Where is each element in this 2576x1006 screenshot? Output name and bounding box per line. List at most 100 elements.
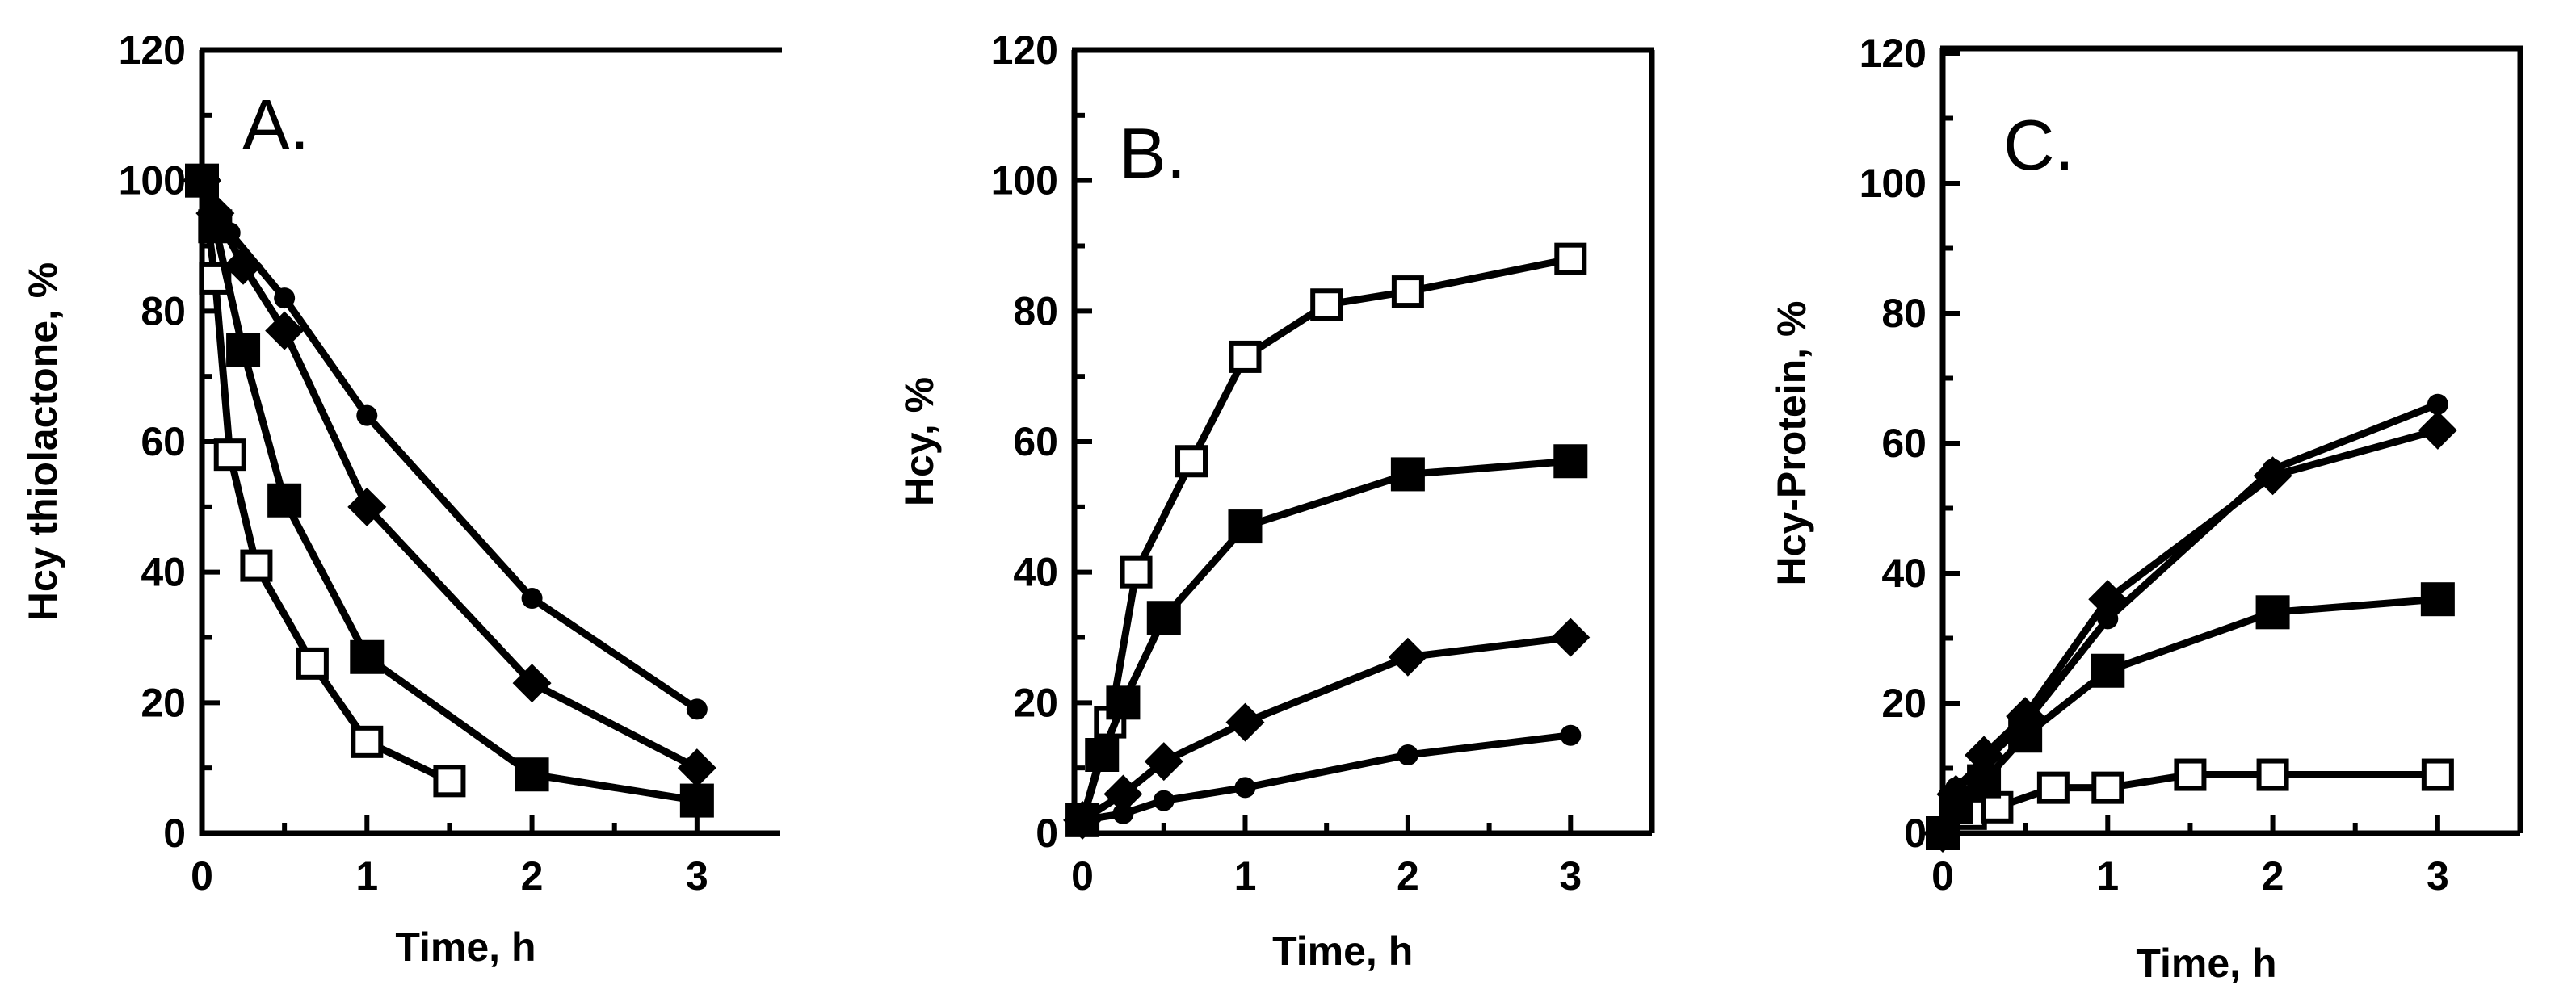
y-tick-label: 60 bbox=[1881, 421, 1927, 466]
panel-a: 0 20 40 60 80 100 120 0 1 2 3 Time, h Hcy thiolacton… bbox=[20, 27, 782, 970]
y-tick-label: 20 bbox=[141, 680, 186, 725]
y-tick-label: 120 bbox=[991, 27, 1058, 73]
x-tick-label: 2 bbox=[2262, 853, 2284, 899]
data-point bbox=[2255, 595, 2290, 630]
data-point bbox=[2421, 758, 2454, 791]
data-point bbox=[1103, 774, 1143, 814]
series-filled-square bbox=[185, 163, 714, 818]
data-point bbox=[686, 698, 708, 720]
data-point bbox=[512, 664, 552, 703]
x-axis-title: Time, h bbox=[1272, 928, 1413, 974]
series-line bbox=[1082, 731, 1571, 824]
data-point bbox=[1932, 823, 1953, 844]
x-tick-label: 2 bbox=[521, 853, 544, 899]
data-point bbox=[679, 783, 714, 818]
data-point bbox=[1973, 751, 1995, 773]
panel-label: C. bbox=[2003, 105, 2074, 185]
data-point bbox=[1234, 777, 1256, 799]
data-point bbox=[1554, 242, 1587, 275]
y-tick-label: 20 bbox=[1881, 681, 1927, 726]
data-point bbox=[2420, 582, 2455, 617]
series-filled-diamond bbox=[1063, 618, 1591, 840]
x-tick-label: 3 bbox=[2427, 853, 2449, 899]
panel-label: B. bbox=[1119, 113, 1186, 193]
data-point bbox=[240, 549, 273, 582]
data-point bbox=[1390, 457, 1425, 492]
data-point bbox=[1146, 601, 1181, 635]
data-point bbox=[1144, 742, 1183, 782]
x-tick-label: 0 bbox=[1071, 853, 1094, 899]
x-tick-label: 1 bbox=[1234, 853, 1257, 899]
y-tick-label: 40 bbox=[1881, 551, 1927, 596]
data-point bbox=[1310, 288, 1343, 321]
data-point bbox=[1391, 275, 1424, 308]
data-point bbox=[1229, 340, 1262, 373]
data-point bbox=[2091, 771, 2124, 804]
data-point bbox=[1106, 685, 1141, 720]
y-tick-label: 120 bbox=[1860, 31, 1927, 76]
data-point bbox=[677, 748, 716, 788]
series-filled-circle bbox=[1932, 393, 2448, 844]
y-tick-label: 0 bbox=[163, 811, 186, 856]
x-tick-label: 1 bbox=[2096, 853, 2119, 899]
y-tick-label: 100 bbox=[991, 158, 1058, 203]
data-point bbox=[351, 725, 384, 758]
data-point bbox=[1120, 555, 1153, 589]
y-axis-title: Hcy, % bbox=[897, 377, 942, 506]
data-point bbox=[219, 222, 241, 244]
x-tick-label: 3 bbox=[1559, 853, 1582, 899]
data-point bbox=[2036, 771, 2070, 804]
y-tick-label: 0 bbox=[1904, 811, 1927, 856]
data-point bbox=[1388, 637, 1427, 677]
series-filled-diamond bbox=[183, 161, 716, 788]
data-point bbox=[521, 588, 543, 609]
data-point bbox=[1153, 790, 1175, 811]
data-point bbox=[1112, 803, 1134, 824]
x-tick-label: 3 bbox=[686, 853, 708, 899]
y-tick-label: 40 bbox=[141, 550, 186, 595]
data-point bbox=[1228, 509, 1263, 544]
y-tick-label: 60 bbox=[1013, 419, 1058, 464]
data-point bbox=[1945, 777, 1967, 799]
data-point bbox=[350, 639, 385, 674]
y-axis-title: Hcy thiolactone, % bbox=[20, 262, 65, 622]
y-tick-label: 80 bbox=[1881, 291, 1927, 336]
data-point bbox=[296, 647, 329, 680]
data-point bbox=[356, 404, 378, 426]
data-point bbox=[226, 333, 261, 367]
y-tick-label: 20 bbox=[1013, 680, 1058, 725]
data-point bbox=[213, 438, 246, 472]
x-tick-label: 1 bbox=[355, 853, 378, 899]
data-point bbox=[515, 757, 549, 792]
data-point bbox=[265, 311, 305, 350]
series-line bbox=[199, 178, 700, 713]
data-point bbox=[1225, 702, 1265, 742]
data-point bbox=[1397, 744, 1418, 765]
data-point bbox=[1551, 618, 1591, 657]
series-open-square bbox=[1066, 242, 1587, 836]
y-tick-label: 120 bbox=[119, 27, 186, 73]
series-filled-circle bbox=[1072, 724, 1582, 831]
data-point bbox=[1085, 738, 1120, 772]
x-tick-label: 0 bbox=[1931, 853, 1954, 899]
y-tick-label: 100 bbox=[119, 158, 186, 203]
data-point bbox=[2256, 758, 2289, 791]
data-point bbox=[1072, 809, 1094, 831]
x-tick-label: 0 bbox=[191, 853, 213, 899]
data-point bbox=[1175, 445, 1208, 478]
data-point bbox=[347, 487, 387, 526]
x-axis-title: Time, h bbox=[2136, 941, 2276, 986]
x-tick-label: 2 bbox=[1397, 853, 1419, 899]
panel-c: 0 20 40 60 80 100 120 0 1 2 3 Time, h Hcy-Protein, %… bbox=[1769, 31, 2523, 986]
panel-b: 0 20 40 60 80 100 120 0 1 2 3 Time, h Hcy, % B. bbox=[897, 27, 1655, 974]
data-point bbox=[2427, 393, 2448, 415]
panel-label: A. bbox=[242, 85, 309, 165]
y-tick-label: 100 bbox=[1860, 161, 1927, 206]
data-point bbox=[1560, 724, 1582, 746]
data-point bbox=[2262, 459, 2284, 480]
data-point bbox=[2097, 608, 2119, 630]
y-tick-label: 80 bbox=[141, 288, 186, 333]
data-point bbox=[267, 483, 302, 518]
data-point bbox=[2418, 410, 2457, 450]
